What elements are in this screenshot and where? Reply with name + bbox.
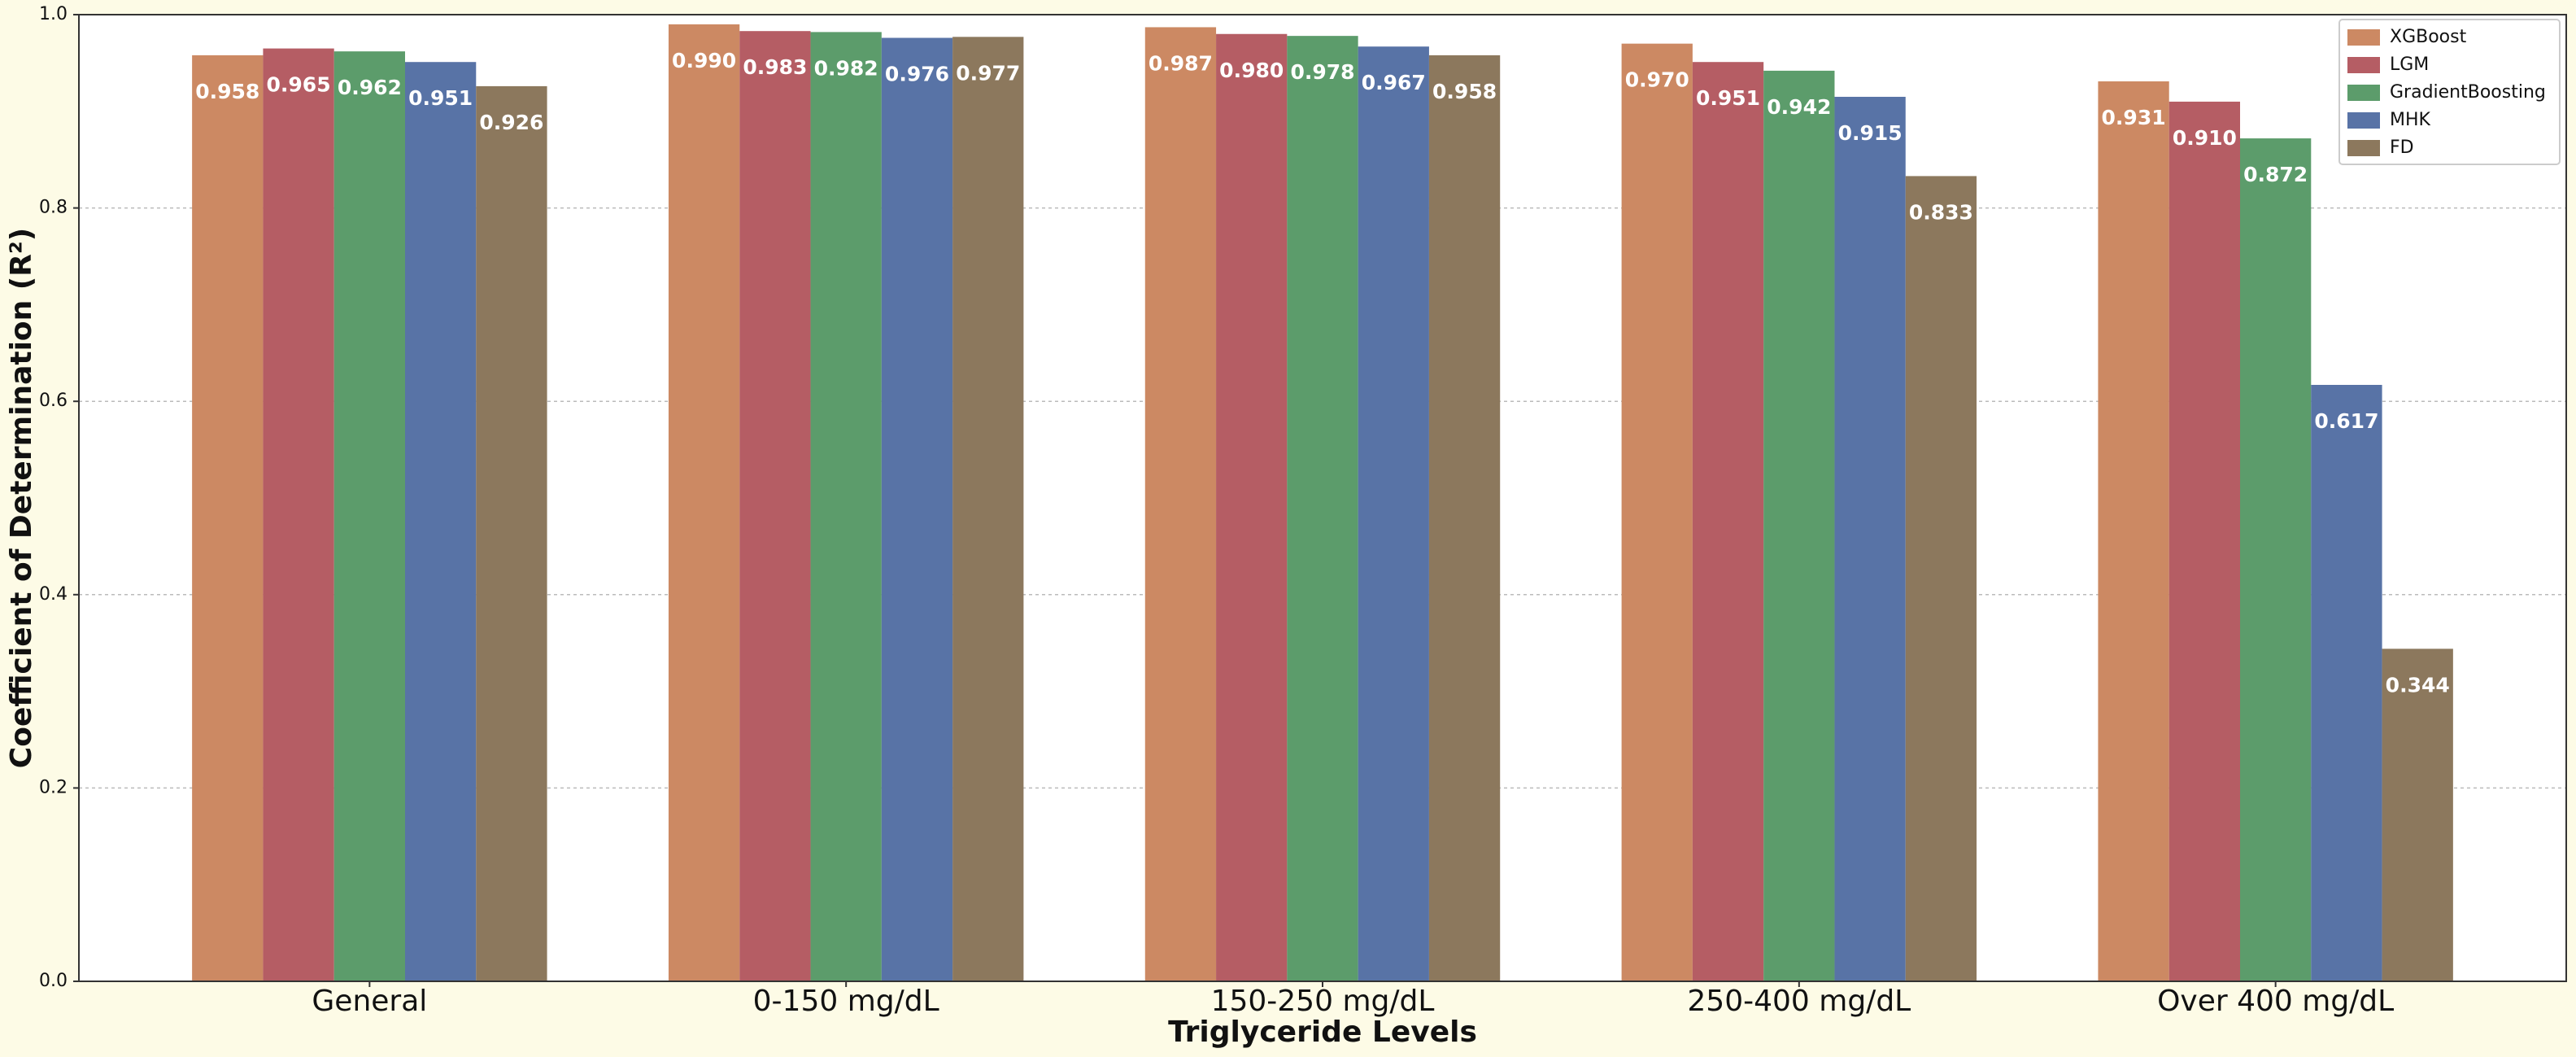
- value-label: 0.976: [885, 63, 949, 86]
- legend-label: LGM: [2390, 55, 2429, 75]
- value-label: 0.951: [408, 86, 473, 110]
- legend-swatch: [2347, 112, 2380, 129]
- legend-label: GradientBoosting: [2390, 82, 2546, 103]
- value-label: 0.951: [1696, 86, 1760, 110]
- value-label: 0.970: [1625, 68, 1689, 92]
- y-tick-label: 0.2: [39, 777, 68, 797]
- y-tick-label: 0.0: [39, 971, 68, 991]
- value-label: 0.926: [479, 111, 543, 134]
- bar: [2382, 649, 2453, 981]
- y-axis-title: Coefficient of Determination (R²): [5, 228, 38, 768]
- y-tick-label: 1.0: [39, 4, 68, 24]
- value-label: 0.977: [956, 61, 1020, 85]
- value-label: 0.617: [2314, 409, 2378, 433]
- x-tick-label: 250-400 mg/dL: [1687, 985, 1911, 1018]
- value-label: 0.958: [195, 80, 259, 103]
- legend-box: [2338, 19, 2561, 165]
- legend-label: FD: [2390, 138, 2414, 158]
- value-label: 0.344: [2386, 673, 2450, 697]
- bar: [881, 37, 953, 982]
- value-label: 0.915: [1838, 121, 1903, 145]
- value-label: 0.967: [1362, 71, 1426, 94]
- x-tick-label: 150-250 mg/dL: [1211, 985, 1435, 1018]
- bar: [1287, 36, 1358, 982]
- legend-swatch: [2347, 29, 2380, 46]
- y-tick-label: 0.8: [39, 198, 68, 218]
- y-tick-label: 0.4: [39, 584, 68, 605]
- bar: [1763, 70, 1835, 981]
- bar: [476, 85, 547, 982]
- legend-swatch: [2347, 57, 2380, 73]
- value-label: 0.910: [2173, 126, 2237, 150]
- bar: [2098, 81, 2169, 981]
- value-label: 0.958: [1432, 80, 1497, 103]
- bar: [404, 62, 477, 981]
- bar: [1358, 46, 1429, 982]
- value-label: 0.978: [1290, 60, 1354, 84]
- value-label: 0.942: [1767, 95, 1831, 119]
- x-tick-label: Over 400 mg/dL: [2157, 985, 2394, 1018]
- value-label: 0.990: [672, 49, 736, 72]
- value-label: 0.833: [1909, 200, 1973, 224]
- legend-label: MHK: [2390, 110, 2431, 130]
- y-tick-label: 0.6: [39, 391, 68, 411]
- value-label: 0.982: [814, 56, 878, 80]
- bar: [263, 48, 334, 982]
- legend-swatch: [2347, 140, 2380, 156]
- bar: [192, 55, 264, 981]
- bar: [2311, 385, 2382, 981]
- bar: [333, 51, 405, 981]
- value-label: 0.980: [1219, 59, 1284, 82]
- value-label: 0.987: [1149, 51, 1213, 75]
- legend-label: XGBoost: [2390, 27, 2467, 47]
- value-label: 0.931: [2102, 106, 2166, 129]
- bar: [810, 32, 882, 981]
- bar: [2168, 101, 2241, 981]
- bar: [1692, 62, 1764, 981]
- x-tick-label: 0-150 mg/dL: [753, 985, 939, 1018]
- value-label: 0.965: [267, 73, 331, 97]
- bar: [2240, 138, 2312, 982]
- x-tick-label: General: [312, 985, 427, 1018]
- plot-frame: [78, 14, 2567, 982]
- bar: [668, 24, 740, 981]
- bar: [1905, 176, 1977, 981]
- bar: [1144, 27, 1217, 982]
- x-axis-title: Triglyceride Levels: [1168, 1016, 1477, 1049]
- bar: [1216, 33, 1288, 981]
- bar: [739, 31, 811, 981]
- value-label: 0.962: [338, 76, 402, 99]
- bar: [1834, 96, 1906, 982]
- value-label: 0.983: [743, 55, 807, 79]
- bar: [952, 37, 1024, 982]
- bar: [1621, 43, 1693, 981]
- bar: [1428, 55, 1501, 981]
- value-label: 0.872: [2243, 163, 2308, 186]
- legend-swatch: [2347, 85, 2380, 101]
